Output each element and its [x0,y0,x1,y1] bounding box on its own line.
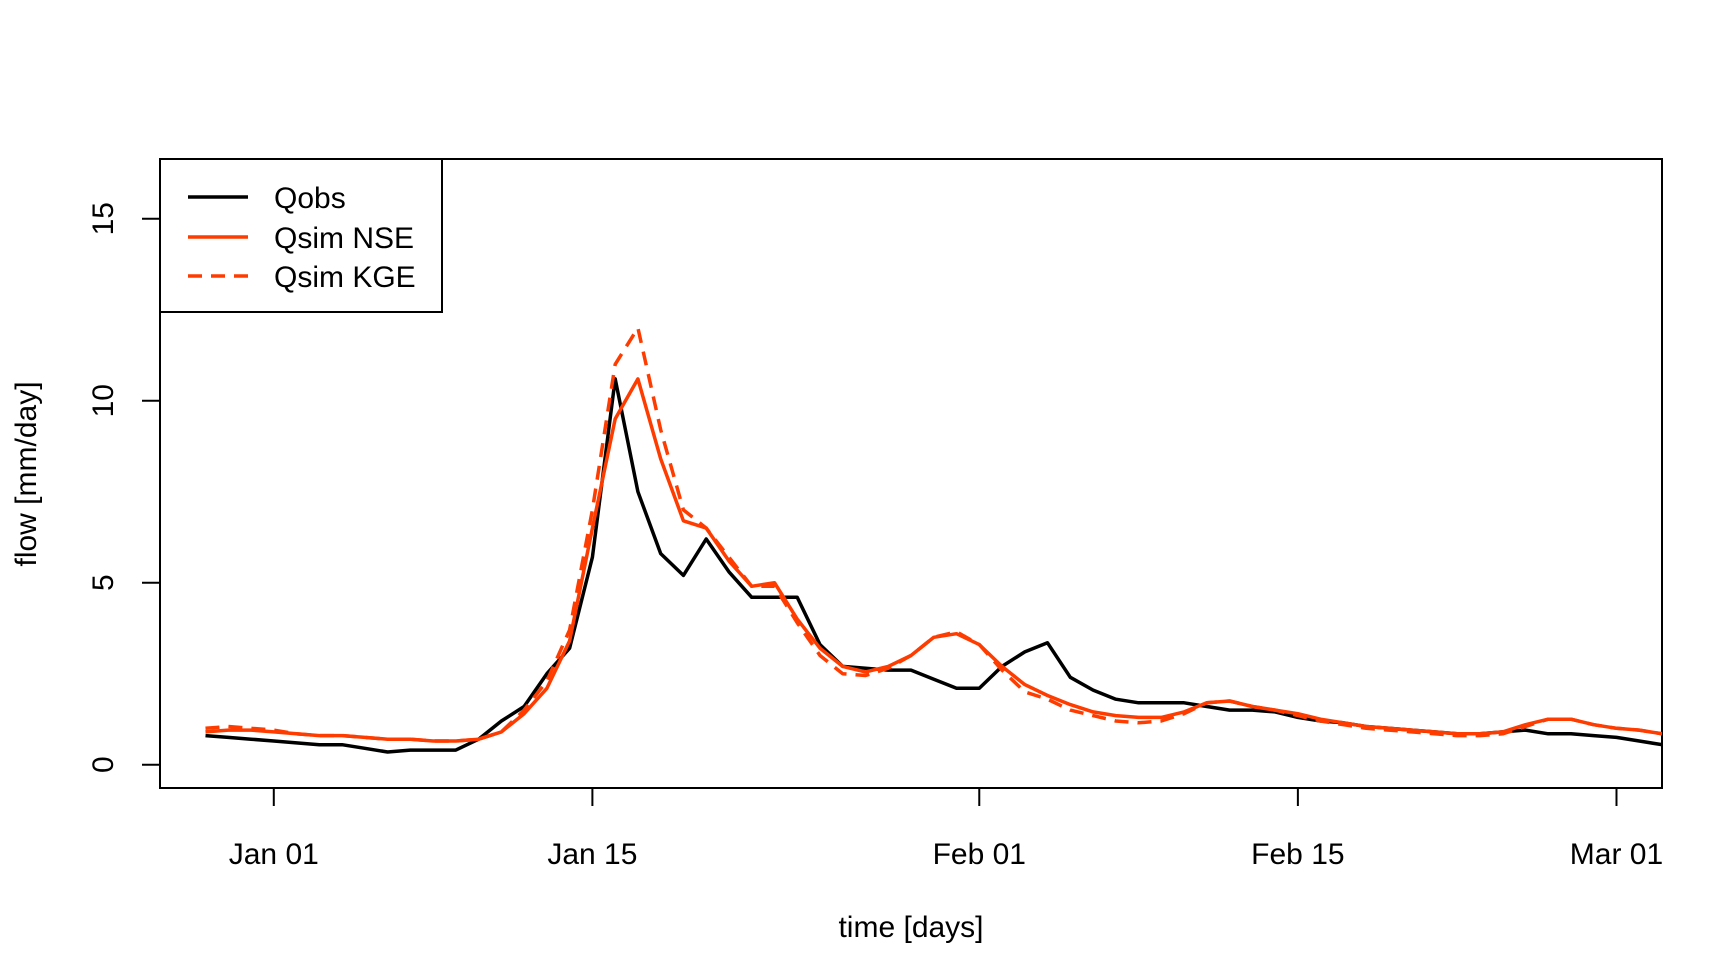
x-axis-title: time [days] [838,911,983,944]
y-tick-label: 0 [87,756,120,773]
x-axis: Jan 01 Jan 15 Feb 01 Feb 15 Mar 01 [229,788,1663,871]
x-tick-label: Feb 15 [1251,838,1344,871]
y-axis-title: flow [mm/day] [10,381,43,566]
x-tick-label: Jan 15 [547,838,637,871]
x-tick-label: Jan 01 [229,838,319,871]
legend-label-qsim-kge: Qsim KGE [274,261,416,294]
y-axis: 0 5 10 15 [87,202,161,773]
series-line-qsim-nse [205,377,1662,743]
series-line-qobs [205,377,1662,754]
plot-lines [205,326,1662,754]
series-line-qsim-kge [205,326,1662,743]
x-tick-label: Mar 01 [1570,838,1663,871]
y-tick-label: 10 [87,384,120,417]
x-tick-label: Feb 01 [933,838,1026,871]
y-tick-label: 15 [87,202,120,235]
legend-label-qobs: Qobs [274,182,346,215]
legend-label-qsim-nse: Qsim NSE [274,222,414,255]
legend: Qobs Qsim NSE Qsim KGE [159,158,443,313]
y-tick-label: 5 [87,574,120,591]
